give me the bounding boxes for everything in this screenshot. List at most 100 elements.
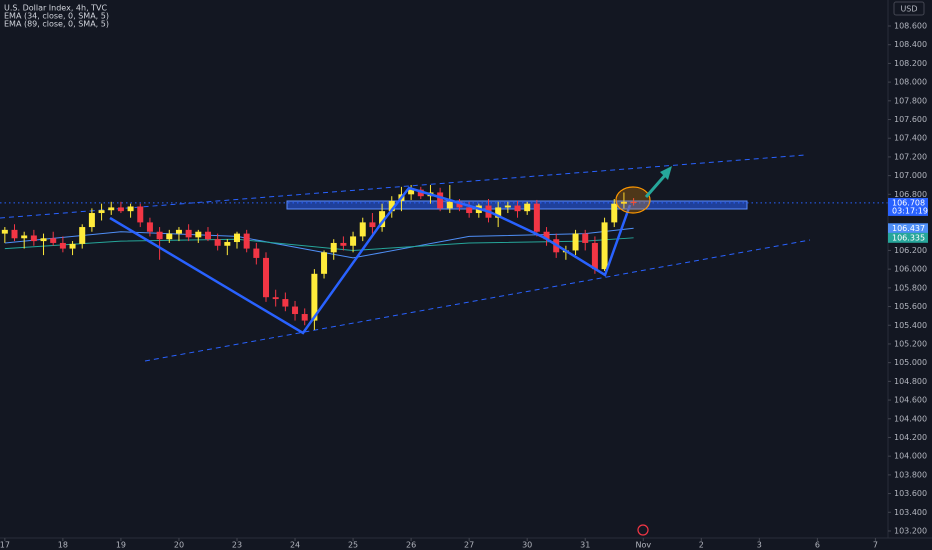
candle-body: [524, 203, 531, 212]
candle-body: [495, 207, 502, 218]
y-tick-label: 108.000: [894, 78, 927, 87]
candle-body: [108, 207, 115, 211]
x-tick-label: 3: [757, 541, 762, 550]
candle-body: [292, 306, 299, 315]
candle-body: [601, 222, 608, 270]
arrow-shaft: [644, 172, 669, 198]
y-tick-label: 105.800: [894, 283, 927, 292]
candle-body: [330, 242, 337, 253]
y-tick-label: 106.000: [894, 265, 927, 274]
candle-body: [79, 227, 86, 244]
legend-entry: EMA (89, close, 0, SMA, 5): [4, 20, 109, 29]
candle-body: [504, 205, 511, 208]
y-tick-label: 107.600: [894, 115, 927, 124]
candle-body: [156, 231, 163, 240]
candle-body: [456, 201, 463, 208]
candle-body: [243, 233, 250, 249]
y-tick-label: 103.200: [894, 526, 927, 535]
candle-body: [204, 231, 211, 240]
candle-body: [263, 257, 270, 298]
price-label-box: [888, 223, 928, 234]
currency[interactable]: USD: [900, 5, 917, 14]
x-tick-label: 30: [522, 541, 532, 550]
candle-body: [30, 235, 37, 242]
candle-body: [40, 238, 47, 242]
candle-body: [282, 299, 289, 307]
candle-body: [21, 235, 28, 239]
candle-body: [359, 222, 366, 237]
candle-body: [514, 205, 521, 212]
candle-body: [127, 206, 134, 212]
y-tick-label: 107.200: [894, 152, 927, 161]
drawings: [109, 166, 672, 536]
y-tick-label: 106.800: [894, 190, 927, 199]
candle-body: [437, 192, 444, 209]
y-tick-label: 103.800: [894, 470, 927, 479]
y-tick-label: 108.200: [894, 59, 927, 68]
x-tick-label: 23: [232, 541, 242, 550]
x-tick-label: 26: [406, 541, 416, 550]
candle-body: [253, 248, 260, 258]
candle-body: [611, 203, 618, 223]
y-tick-label: 108.400: [894, 40, 927, 49]
x-tick-label: 18: [58, 541, 68, 550]
y-tick-label: 105.000: [894, 358, 927, 367]
countdown: 03:17:19: [892, 206, 928, 215]
y-tick-label: 103.600: [894, 489, 927, 498]
candle-body: [175, 229, 182, 234]
x-tick-label: 19: [116, 541, 126, 550]
x-tick-label: 6: [815, 541, 820, 550]
candle-body: [311, 273, 318, 321]
y-tick-label: 105.400: [894, 321, 927, 330]
candle-body: [321, 252, 328, 274]
y-tick-label: 106.200: [894, 246, 927, 255]
candle-body: [417, 189, 424, 197]
candle-body: [88, 213, 95, 228]
candle-body: [301, 314, 308, 321]
y-tick-label: 105.200: [894, 339, 927, 348]
y-tick-label: 105.600: [894, 302, 927, 311]
candle-body: [195, 231, 202, 238]
y-tick-label: 104.400: [894, 414, 927, 423]
candle-body: [98, 210, 105, 214]
candle-body: [591, 242, 598, 270]
candle-body: [1, 229, 8, 234]
currency-box[interactable]: [893, 1, 925, 16]
x-tick-label: 24: [290, 541, 300, 550]
x-tick-label: Nov: [635, 541, 651, 550]
x-tick-label: 25: [348, 541, 358, 550]
price-label-box: [888, 232, 928, 243]
candle-body: [50, 238, 57, 243]
candle-body: [117, 207, 124, 212]
y-tick-label: 107.800: [894, 96, 927, 105]
x-tick-label: 17: [0, 541, 10, 550]
candle-body: [224, 242, 231, 246]
event-icon: [637, 524, 649, 536]
candle-body: [146, 222, 153, 232]
candle-body: [620, 201, 627, 204]
price-label: 106.335: [892, 233, 925, 242]
legend-entry: EMA (34, close, 0, SMA, 5): [4, 12, 109, 21]
x-tick-label: 27: [464, 541, 474, 550]
zigzag: [109, 186, 632, 335]
channel-lower: [144, 239, 811, 362]
y-tick-label: 104.800: [894, 377, 927, 386]
arrow-head: [660, 166, 672, 180]
last-price-box: [888, 197, 928, 216]
candle-body: [340, 242, 347, 246]
y-tick-label: 107.000: [894, 171, 927, 180]
candle-body: [369, 222, 376, 228]
candle-body: [388, 200, 395, 212]
candle-body: [408, 189, 415, 195]
candle-body: [59, 242, 66, 249]
candle-body: [272, 297, 279, 300]
y-tick-label: 104.000: [894, 452, 927, 461]
candle-body: [69, 243, 76, 249]
candle-body: [214, 239, 221, 246]
candle-body: [350, 236, 357, 246]
chart-title: U.S. Dollar Index, 4h, TVC: [4, 4, 108, 13]
candle-body: [543, 231, 550, 240]
y-tick-label: 104.200: [894, 433, 927, 442]
last-price-label: 106.708: [892, 198, 925, 207]
